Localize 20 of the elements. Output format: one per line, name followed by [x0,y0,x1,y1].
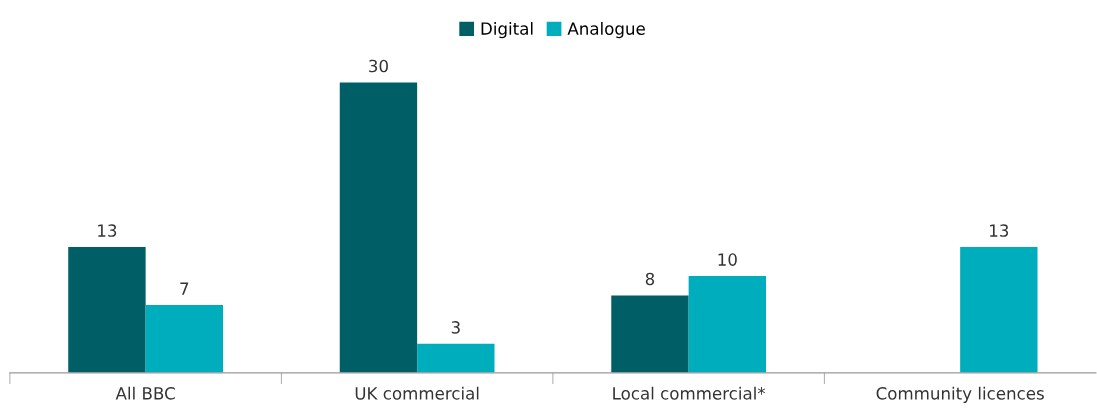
bar [145,305,224,373]
bar [688,276,767,373]
bar [611,295,689,373]
x-tick-label: Community licences [876,386,1044,403]
data-label: 8 [645,272,655,286]
data-label: 7 [180,282,189,295]
legend-label: Analogue [567,22,645,39]
data-label: 13 [990,224,1009,237]
x-tick-label: UK commercial [355,386,479,400]
data-label: 13 [98,224,117,237]
bar [68,247,146,373]
data-label: 30 [369,59,388,73]
data-label: 3 [451,321,460,334]
x-tick-label: All BBC [115,386,175,400]
legend-label: Digital [481,22,533,39]
bar [339,82,418,373]
bar [417,343,495,373]
data-label: 10 [718,253,737,266]
bar [960,247,1038,373]
x-tick-label: Local commercial* [613,386,766,400]
